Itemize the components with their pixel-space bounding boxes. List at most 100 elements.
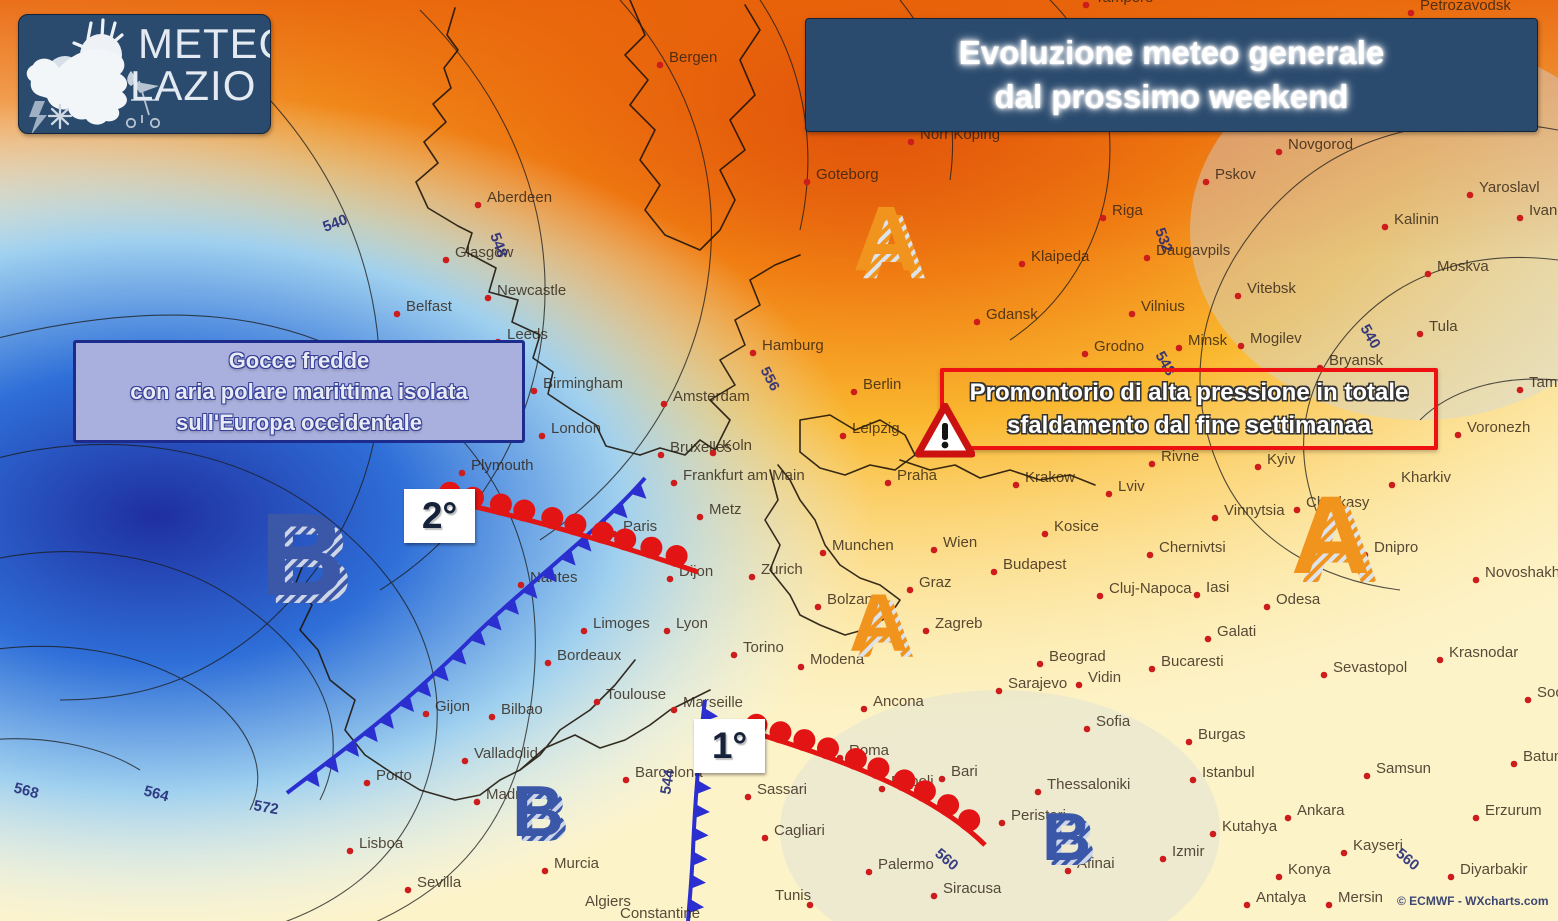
svg-text:Tambov: Tambov [1529, 374, 1558, 391]
svg-text:Vidin: Vidin [1088, 669, 1121, 686]
svg-text:London: London [551, 420, 601, 437]
svg-text:A: A [1291, 478, 1370, 597]
svg-text:Bilbao: Bilbao [501, 701, 543, 718]
svg-text:Aberdeen: Aberdeen [487, 189, 552, 206]
svg-text:Istanbul: Istanbul [1202, 764, 1255, 781]
svg-text:Vinnytsia: Vinnytsia [1224, 502, 1285, 519]
svg-text:Amsterdam: Amsterdam [673, 388, 750, 405]
svg-text:Lisboa: Lisboa [359, 835, 404, 852]
svg-text:Hamburg: Hamburg [762, 337, 824, 354]
svg-text:Minsk: Minsk [1188, 332, 1228, 349]
svg-text:Sofia: Sofia [1096, 713, 1131, 730]
svg-text:Bari: Bari [951, 763, 978, 780]
svg-text:Metz: Metz [709, 501, 742, 518]
svg-text:Moskva: Moskva [1437, 258, 1489, 275]
svg-text:Kyiv: Kyiv [1267, 451, 1296, 468]
svg-text:Konya: Konya [1288, 861, 1331, 878]
svg-text:A: A [849, 578, 908, 669]
svg-text:Mogilev: Mogilev [1250, 330, 1302, 347]
svg-text:B: B [1042, 800, 1091, 875]
svg-text:Berlin: Berlin [863, 376, 901, 393]
svg-text:Voronezh: Voronezh [1467, 419, 1530, 436]
svg-text:© ECMWF - WXcharts.com: © ECMWF - WXcharts.com [1397, 894, 1549, 908]
svg-text:Praha: Praha [897, 467, 938, 484]
svg-text:Lyon: Lyon [676, 615, 708, 632]
svg-text:Erzurum: Erzurum [1485, 802, 1542, 819]
svg-text:Siracusa: Siracusa [943, 880, 1002, 897]
svg-text:Galati: Galati [1217, 623, 1256, 640]
svg-text:Zurich: Zurich [761, 561, 803, 578]
svg-text:Gijon: Gijon [435, 698, 470, 715]
svg-text:Ankara: Ankara [1297, 802, 1345, 819]
svg-text:Burgas: Burgas [1198, 726, 1246, 743]
svg-text:Marseille: Marseille [683, 694, 743, 711]
svg-text:Sevilla: Sevilla [417, 874, 462, 891]
svg-text:Rivne: Rivne [1161, 448, 1199, 465]
svg-text:Beograd: Beograd [1049, 648, 1106, 665]
svg-text:Sassari: Sassari [757, 781, 807, 798]
svg-text:Tampere: Tampere [1095, 0, 1153, 6]
svg-text:Mersin: Mersin [1338, 889, 1383, 906]
svg-text:B: B [260, 492, 345, 621]
svg-text:A: A [853, 190, 919, 290]
svg-text:Gdansk: Gdansk [986, 306, 1038, 323]
svg-text:Batumi: Batumi [1523, 748, 1558, 765]
svg-text:Cluj-Napoca: Cluj-Napoca [1109, 580, 1192, 597]
svg-text:Birmingham: Birmingham [543, 375, 623, 392]
svg-text:Izmir: Izmir [1172, 843, 1205, 860]
svg-text:Novgorod: Novgorod [1288, 136, 1353, 153]
svg-text:Frankfurt am Main: Frankfurt am Main [683, 467, 805, 484]
svg-text:Lviv: Lviv [1118, 478, 1145, 495]
svg-text:Kayseri: Kayseri [1353, 837, 1403, 854]
svg-text:Bucaresti: Bucaresti [1161, 653, 1224, 670]
svg-text:Leipzig: Leipzig [852, 420, 900, 437]
svg-text:Constantine: Constantine [620, 905, 700, 921]
svg-text:Wien: Wien [943, 534, 977, 551]
svg-text:Krakow: Krakow [1025, 469, 1075, 486]
svg-text:Limoges: Limoges [593, 615, 650, 632]
svg-text:Vilnius: Vilnius [1141, 298, 1185, 315]
svg-text:Ivanovo: Ivanovo [1529, 202, 1558, 219]
svg-text:Kosice: Kosice [1054, 518, 1099, 535]
svg-text:Chernivtsi: Chernivtsi [1159, 539, 1226, 556]
svg-text:Goteborg: Goteborg [816, 166, 879, 183]
svg-text:Belfast: Belfast [406, 298, 453, 315]
svg-text:Tunis: Tunis [775, 887, 811, 904]
svg-text:Torino: Torino [743, 639, 784, 656]
svg-text:Yaroslavl: Yaroslavl [1479, 179, 1540, 196]
svg-text:Toulouse: Toulouse [606, 686, 666, 703]
svg-text:Palermo: Palermo [878, 856, 934, 873]
svg-text:Sevastopol: Sevastopol [1333, 659, 1407, 676]
svg-text:Vitebsk: Vitebsk [1247, 280, 1296, 297]
svg-text:Bergen: Bergen [669, 49, 717, 66]
svg-text:Cagliari: Cagliari [774, 822, 825, 839]
svg-text:Diyarbakir: Diyarbakir [1460, 861, 1528, 878]
svg-text:Budapest: Budapest [1003, 556, 1067, 573]
svg-text:Porto: Porto [376, 767, 412, 784]
svg-text:Sochi: Sochi [1537, 684, 1558, 701]
svg-text:Samsun: Samsun [1376, 760, 1431, 777]
svg-text:Sarajevo: Sarajevo [1008, 675, 1067, 692]
svg-text:Newcastle: Newcastle [497, 282, 566, 299]
svg-text:Kutahya: Kutahya [1222, 818, 1278, 835]
svg-text:Plymouth: Plymouth [471, 457, 534, 474]
svg-text:Iasi: Iasi [1206, 579, 1229, 596]
svg-text:Antalya: Antalya [1256, 889, 1307, 906]
svg-text:Petrozavodsk: Petrozavodsk [1420, 0, 1511, 14]
svg-text:Klaipeda: Klaipeda [1031, 248, 1090, 265]
svg-text:Thessaloniki: Thessaloniki [1047, 776, 1130, 793]
svg-text:Tula: Tula [1429, 318, 1458, 335]
svg-text:Bryansk: Bryansk [1329, 352, 1384, 369]
svg-text:Valladolid: Valladolid [474, 745, 538, 762]
svg-text:Munchen: Munchen [832, 537, 894, 554]
svg-text:Bordeaux: Bordeaux [557, 647, 622, 664]
svg-text:Grodno: Grodno [1094, 338, 1144, 355]
svg-text:Ancona: Ancona [873, 693, 925, 710]
svg-text:Pskov: Pskov [1215, 166, 1256, 183]
svg-text:Novoshakhinsk: Novoshakhinsk [1485, 564, 1558, 581]
svg-text:Zagreb: Zagreb [935, 615, 983, 632]
svg-text:Riga: Riga [1112, 202, 1144, 219]
svg-text:Krasnodar: Krasnodar [1449, 644, 1518, 661]
svg-text:Kalinin: Kalinin [1394, 211, 1439, 228]
svg-text:B: B [512, 772, 564, 852]
